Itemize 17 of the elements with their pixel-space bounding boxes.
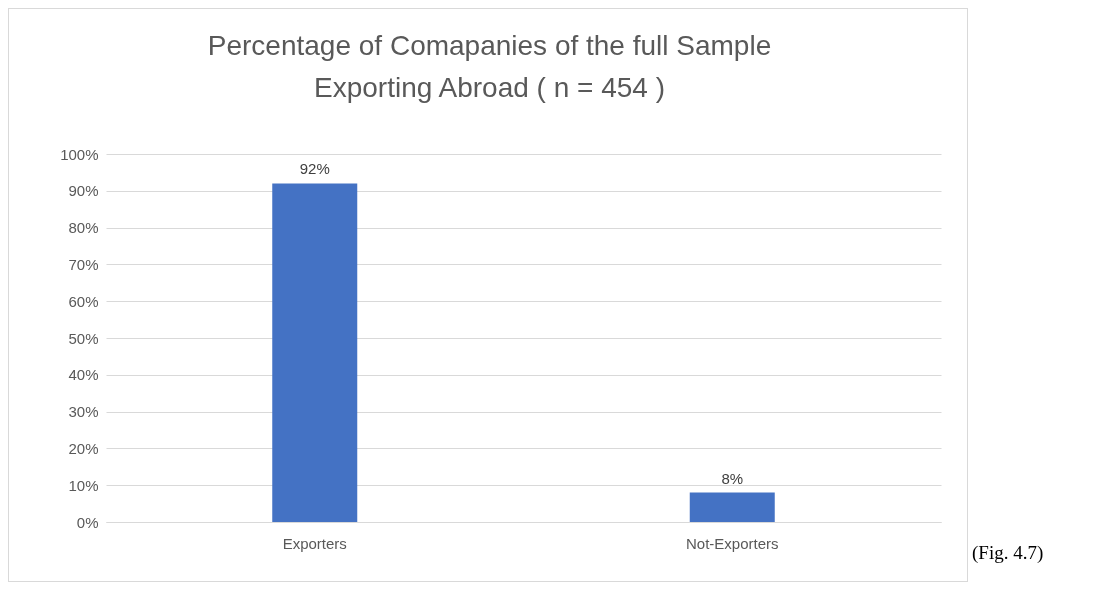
y-tick-label: 40% bbox=[68, 366, 99, 384]
y-tick-label: 0% bbox=[76, 513, 99, 531]
data-label: 92% bbox=[299, 160, 330, 178]
x-tick-label: Not-Exporters bbox=[685, 534, 779, 552]
y-tick-label: 50% bbox=[68, 329, 99, 347]
y-tick-label: 60% bbox=[68, 292, 99, 310]
y-tick-label: 30% bbox=[68, 403, 99, 421]
y-tick-label: 70% bbox=[68, 255, 99, 273]
y-tick-label: 20% bbox=[68, 439, 99, 457]
x-tick-label: Exporters bbox=[282, 534, 347, 552]
data-label: 8% bbox=[721, 469, 744, 487]
y-tick-label: 90% bbox=[68, 182, 99, 200]
y-tick-label: 10% bbox=[68, 476, 99, 494]
text: (Fig. 4.7) bbox=[972, 542, 1044, 564]
y-tick-label: 100% bbox=[60, 145, 99, 163]
chart-title: Percentage of Comapanies of the full Sample Exporting Abroad ( n = 454 ) bbox=[207, 30, 772, 103]
y-tick-label: 80% bbox=[68, 219, 99, 237]
